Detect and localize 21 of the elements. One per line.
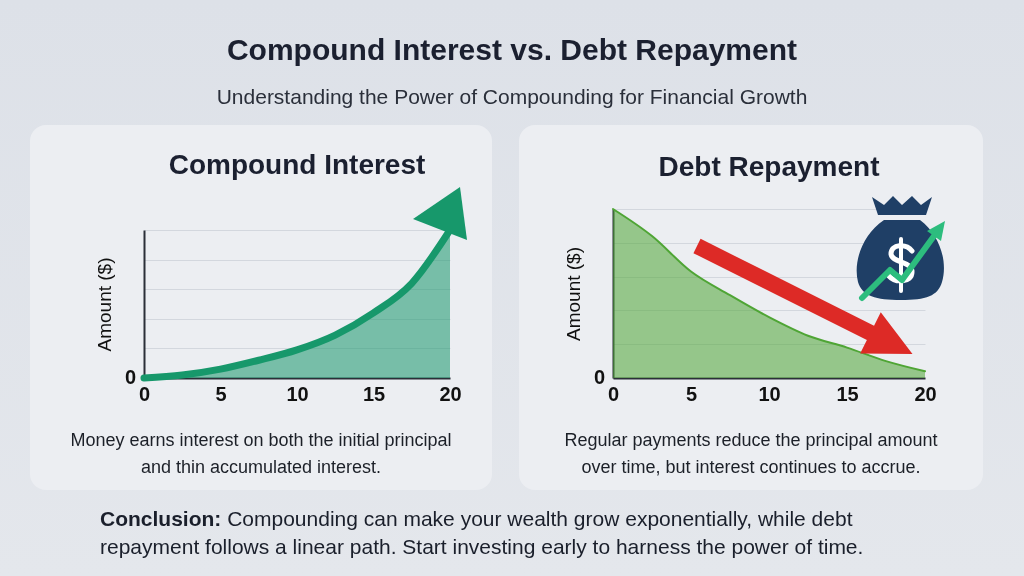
text: Money earns interest on both the initial principal and thin accumulated interest. xyxy=(69,429,453,479)
x-tick-label: 10 xyxy=(758,382,781,405)
x-tick-label: 0 xyxy=(138,382,151,405)
text: Regular payments reduce the principal amount over time, but interest continues to accrue. xyxy=(563,429,939,479)
x-tick-label: 10 xyxy=(286,382,309,405)
chart-title: Debt Repayment xyxy=(658,151,880,182)
text: Compound Interest vs. Debt Repayment xyxy=(225,33,799,67)
x-tick-label: 5 xyxy=(685,382,698,405)
x-tick-label: 5 xyxy=(215,382,227,405)
x-tick-label: 15 xyxy=(362,382,386,405)
y-axis-title: Amount ($) xyxy=(562,247,584,341)
x-tick-label: 20 xyxy=(439,382,462,405)
text: 0 xyxy=(593,366,605,388)
x-tick-label: 0 xyxy=(607,382,620,405)
chart-title: Compound Interest xyxy=(168,148,426,180)
x-tick-label: 15 xyxy=(836,382,859,405)
text: 0 xyxy=(124,366,136,388)
text: Conclusion: Compounding can make your wealth grow exponentially, while debt repayment follows a linear path. Start investing early to harness the power of time. xyxy=(100,506,865,560)
x-tick-label: 20 xyxy=(914,382,937,405)
y-axis-title: Amount ($) xyxy=(93,257,115,352)
text: Understanding the Power of Compounding for Financial Growth xyxy=(215,85,809,109)
